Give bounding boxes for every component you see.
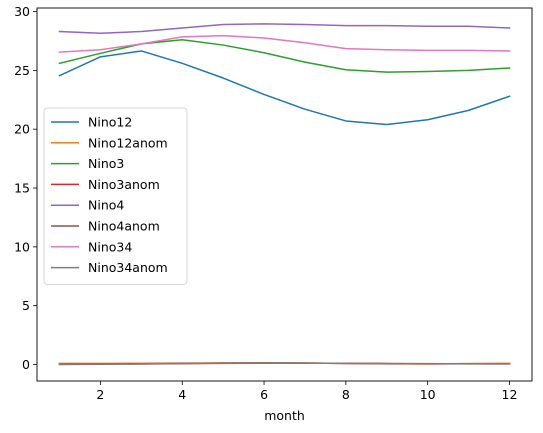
y-tick-label: 20 [14,122,30,137]
series-layer [58,23,511,366]
legend-label-nino12anom: Nino12anom [88,135,168,150]
y-tick-label: 10 [14,239,30,254]
legend-label-nino12: Nino12 [88,115,132,130]
y-tick-label: 5 [22,298,30,313]
x-tick-label: 8 [342,387,350,402]
x-axis-label: month [264,408,305,423]
x-tick-label: 12 [502,387,518,402]
y-tick-label: 30 [14,4,30,19]
legend-label-nino4anom: Nino4anom [88,219,160,234]
legend-label-nino4: Nino4 [88,198,124,213]
series-line-nino34anom [58,362,511,366]
series-line-nino34 [58,34,511,53]
legend: Nino12 Nino12anom Nino3 Nino3anom Nino4 Nino4… [43,107,188,285]
legend-label-nino3anom: Nino3anom [88,177,160,192]
y-tick-label: 25 [14,63,30,78]
legend-box [43,107,188,285]
x-tick-label: 4 [178,387,186,402]
plot-frame [36,7,533,382]
x-tick-label: 6 [260,387,268,402]
y-tick-label: 0 [22,357,30,372]
y-axis-ticks: 0 5 10 15 20 25 30 [14,4,37,372]
series-line-nino12 [58,50,511,126]
legend-label-nino34anom: Nino34anom [88,260,168,275]
x-tick-label: 2 [96,387,104,402]
y-tick-label: 15 [14,181,30,196]
x-axis-ticks: 2 4 6 8 10 12 [96,381,517,402]
legend-label-nino34: Nino34 [88,239,132,254]
x-tick-label: 10 [420,387,436,402]
legend-label-nino3: Nino3 [88,156,124,171]
series-line-nino4 [58,23,511,35]
